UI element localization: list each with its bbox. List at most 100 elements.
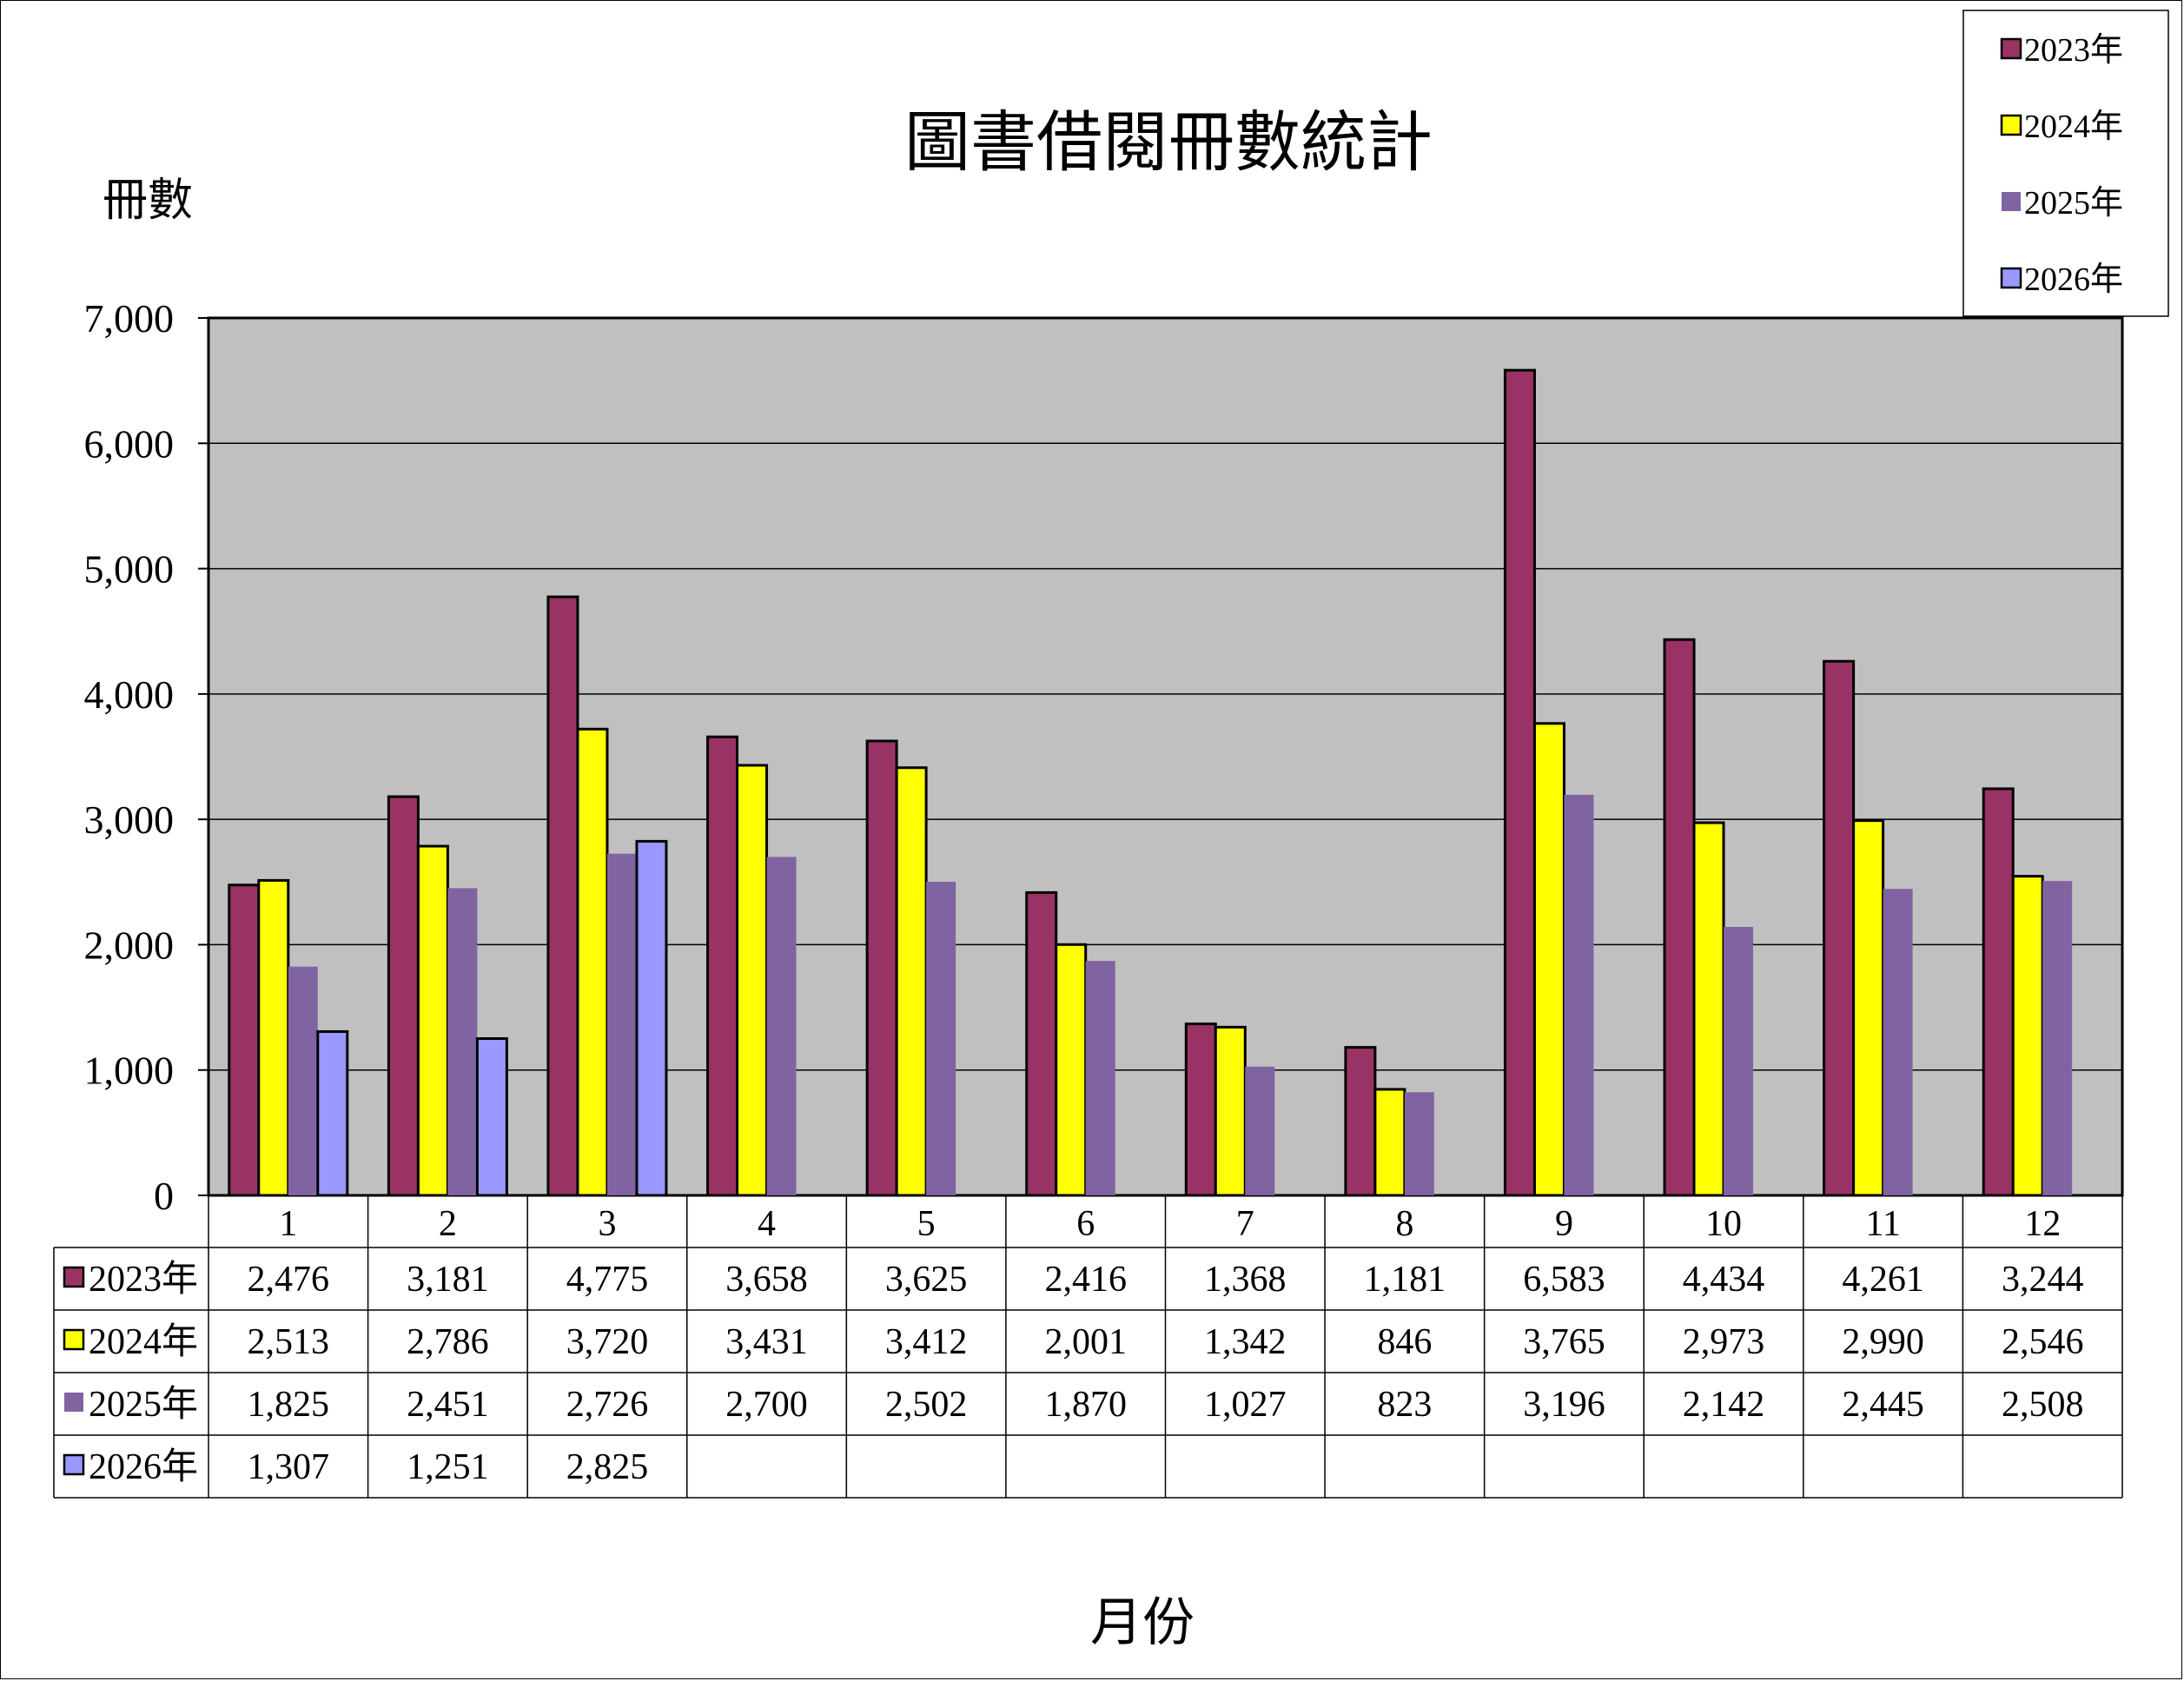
y-tick-label: 7,000 bbox=[84, 296, 175, 341]
bar-2024年-8 bbox=[1373, 1088, 1406, 1197]
table-cell-value: 1,825 bbox=[248, 1385, 330, 1425]
bar-2024年-6 bbox=[1055, 943, 1088, 1197]
category-label: 5 bbox=[917, 1204, 936, 1244]
bar-2025年-1 bbox=[288, 966, 318, 1195]
bar-2025年-11 bbox=[1883, 889, 1913, 1195]
table-cell-value: 4,261 bbox=[1842, 1260, 1924, 1300]
category-label: 2 bbox=[439, 1204, 457, 1244]
table-cell-value: 4,775 bbox=[566, 1260, 649, 1300]
table-cell-value: 2,786 bbox=[407, 1322, 489, 1362]
table-cell-value: 3,658 bbox=[725, 1260, 808, 1300]
category-label: 10 bbox=[1705, 1204, 1742, 1244]
table-cell-value: 1,870 bbox=[1044, 1385, 1127, 1425]
table-cell-value: 2,001 bbox=[1044, 1322, 1127, 1362]
category-label: 1 bbox=[279, 1204, 297, 1244]
table-cell-value: 2,700 bbox=[725, 1385, 808, 1425]
table-cell-value: 1,342 bbox=[1204, 1322, 1287, 1362]
table-cell-value: 2,990 bbox=[1842, 1322, 1924, 1362]
y-tick-label: 6,000 bbox=[84, 421, 175, 466]
table-series-name: 2025年 bbox=[89, 1384, 198, 1425]
table-cell-value: 846 bbox=[1377, 1322, 1432, 1362]
bar-2026年-1 bbox=[316, 1029, 349, 1197]
table-cell-value: 3,181 bbox=[407, 1260, 489, 1300]
legend-key bbox=[2000, 267, 2022, 289]
bar-2024年-7 bbox=[1214, 1025, 1247, 1197]
table-cell-value: 2,513 bbox=[248, 1322, 330, 1362]
bar-2023年-5 bbox=[865, 739, 898, 1197]
table-cell-value: 1,251 bbox=[407, 1447, 489, 1487]
table-cell-value: 2,445 bbox=[1842, 1385, 1924, 1425]
table-cell-value: 2,502 bbox=[885, 1385, 968, 1425]
bar-2023年-2 bbox=[387, 795, 420, 1197]
bar-2024年-2 bbox=[416, 844, 449, 1197]
bar-2024年-1 bbox=[257, 878, 290, 1197]
table-cell-value: 1,027 bbox=[1204, 1385, 1287, 1425]
chart-title: 圖書借閱冊數統計 bbox=[904, 103, 1433, 181]
bar-2024年-9 bbox=[1532, 722, 1565, 1197]
bar-2025年-3 bbox=[606, 853, 637, 1195]
y-tick-label: 3,000 bbox=[84, 797, 175, 842]
category-label: 3 bbox=[598, 1204, 616, 1244]
table-cell-value: 1,307 bbox=[248, 1447, 330, 1487]
table-cell-value: 3,196 bbox=[1523, 1385, 1605, 1425]
legend-label: 2023年 bbox=[2024, 32, 2123, 69]
bar-2025年-10 bbox=[1724, 926, 1754, 1195]
category-label: 4 bbox=[758, 1204, 776, 1244]
table-cell-value: 4,434 bbox=[1683, 1260, 1765, 1300]
bar-2024年-5 bbox=[895, 766, 928, 1197]
table-cell-value: 3,720 bbox=[566, 1322, 649, 1362]
table-cell-value: 3,244 bbox=[2002, 1260, 2084, 1300]
bar-2023年-3 bbox=[546, 595, 579, 1197]
legend-label: 2025年 bbox=[2024, 185, 2123, 222]
category-label: 12 bbox=[2024, 1204, 2061, 1244]
table-cell-value: 3,431 bbox=[725, 1322, 808, 1362]
table-legend-key bbox=[63, 1266, 85, 1288]
bar-2023年-1 bbox=[228, 884, 261, 1197]
y-tick-label: 4,000 bbox=[84, 672, 175, 717]
bar-2025年-12 bbox=[2042, 881, 2073, 1195]
table-cell-value: 2,476 bbox=[248, 1260, 330, 1300]
y-tick-label: 0 bbox=[154, 1174, 174, 1218]
legend-key bbox=[2002, 192, 2021, 211]
plot-area bbox=[207, 316, 2124, 1197]
table-cell-value: 823 bbox=[1377, 1385, 1432, 1425]
bar-2023年-9 bbox=[1503, 368, 1536, 1197]
bar-2023年-7 bbox=[1184, 1022, 1217, 1197]
bar-2023年-4 bbox=[706, 735, 739, 1197]
bar-2026年-3 bbox=[635, 839, 668, 1197]
category-label: 7 bbox=[1236, 1204, 1254, 1244]
y-tick-label: 1,000 bbox=[84, 1049, 175, 1093]
category-label: 11 bbox=[1865, 1204, 1900, 1244]
x-axis-label: 月份 bbox=[1090, 1592, 1195, 1653]
legend-label: 2024年 bbox=[2024, 109, 2123, 145]
table-cell-value: 2,451 bbox=[407, 1385, 489, 1425]
table-cell-value: 3,765 bbox=[1523, 1322, 1605, 1362]
table-cell-value: 1,181 bbox=[1364, 1260, 1446, 1300]
table-cell-value: 2,825 bbox=[566, 1447, 649, 1487]
category-label: 8 bbox=[1395, 1204, 1413, 1244]
table-legend-key bbox=[64, 1393, 83, 1412]
table-cell-value: 3,412 bbox=[885, 1322, 968, 1362]
y-axis-label: 冊數 bbox=[103, 175, 193, 227]
category-label: 6 bbox=[1076, 1204, 1095, 1244]
table-cell-value: 2,546 bbox=[2002, 1322, 2084, 1362]
bar-2024年-3 bbox=[576, 727, 609, 1197]
legend-key bbox=[2000, 114, 2022, 136]
bar-2025年-7 bbox=[1245, 1066, 1275, 1195]
table-legend-key bbox=[63, 1453, 85, 1476]
table-series-name: 2023年 bbox=[89, 1259, 198, 1300]
bar-2023年-10 bbox=[1663, 638, 1696, 1197]
bar-2025年-2 bbox=[447, 888, 478, 1195]
y-tick-label: 2,000 bbox=[84, 923, 175, 967]
category-label: 9 bbox=[1555, 1204, 1573, 1244]
bar-2025年-4 bbox=[766, 857, 797, 1195]
bar-2023年-12 bbox=[1982, 787, 2015, 1197]
table-cell-value: 2,508 bbox=[2002, 1385, 2084, 1425]
legend-box bbox=[1962, 10, 2169, 317]
bar-2025年-8 bbox=[1404, 1092, 1434, 1195]
bar-2025年-9 bbox=[1564, 794, 1594, 1195]
bar-2023年-11 bbox=[1823, 659, 1856, 1197]
table-cell-value: 1,368 bbox=[1204, 1260, 1287, 1300]
